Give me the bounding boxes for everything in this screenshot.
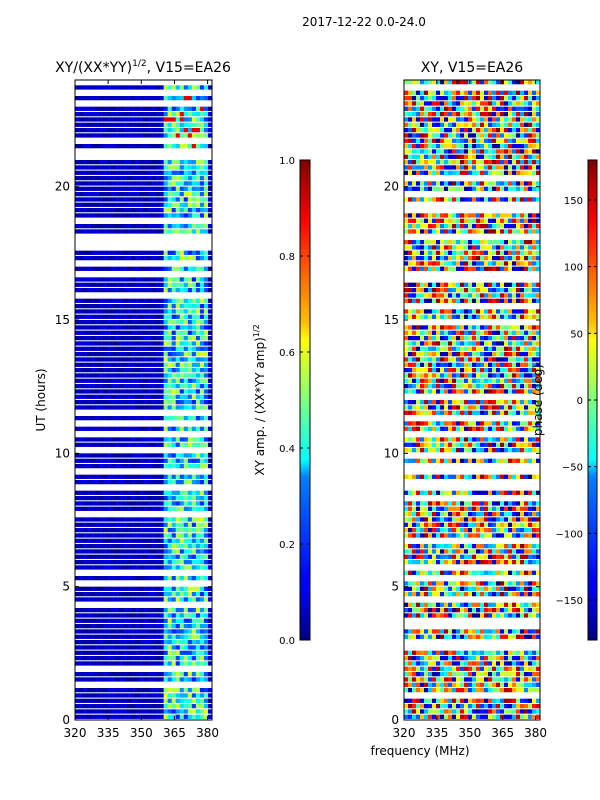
panel1-xtick-label: 320	[64, 726, 87, 740]
panel2-ytick-label: 5	[391, 580, 399, 594]
colorbar1	[299, 159, 311, 641]
panel1-xtick-label: 335	[97, 726, 120, 740]
colorbar1-tick-label: 0.6	[279, 348, 295, 359]
panel1-ytick-label: 20	[55, 180, 70, 194]
colorbar1-label: XY amp. / (XX*YY amp)1/2	[252, 324, 267, 475]
colorbar1-tick-label: 0.8	[279, 252, 295, 263]
colorbar2-tick-label: −100	[556, 529, 583, 540]
panel1-title-tail: , V15=EA26	[147, 60, 231, 76]
panel1-title: XY/(XX*YY)1/2, V15=EA26	[55, 59, 231, 76]
panel2-ytick-label: 0	[391, 713, 399, 727]
panel1-axes: 320 335 350 365 380 0 5 10 15 20	[55, 80, 219, 740]
colorbar2-tick-label: 100	[564, 263, 583, 274]
colorbar2-label: phase (deg)	[531, 364, 545, 436]
panel1-ytick-label: 5	[62, 580, 70, 594]
panel1-xtick-label: 365	[163, 726, 186, 740]
colorbar1-tick-label: 0.4	[279, 444, 295, 455]
panel1-title-main: XY/(XX*YY)	[55, 60, 132, 76]
panel2-axes: 320 335 350 365 380 0 5 10 15 20	[384, 80, 547, 740]
colorbar2-tick-label: 50	[570, 329, 583, 340]
colorbar1-tick-label: 0.2	[279, 540, 295, 551]
panel2-ytick-label: 20	[384, 180, 399, 194]
colorbar2-tick-label: 150	[564, 196, 583, 207]
figure-suptitle: 2017-12-22 0.0-24.0	[302, 15, 426, 29]
panel1-heatmap	[75, 85, 213, 719]
colorbar2-axis: −150 −100 −50 0 50 100 150	[556, 196, 597, 607]
panel1-ytick-label: 15	[55, 313, 70, 327]
panel2-xtick-label: 320	[393, 726, 416, 740]
panel2-xtick-label: 365	[491, 726, 514, 740]
panel2-xtick-label: 350	[458, 726, 481, 740]
panel1-ylabel: UT (hours)	[34, 368, 48, 431]
shared-xlabel: frequency (MHz)	[370, 744, 469, 758]
panel2-title: XY, V15=EA26	[421, 60, 523, 76]
panel2-ytick-label: 10	[384, 446, 399, 460]
panel1-title-exp: 1/2	[132, 59, 146, 69]
colorbar2-tick-label: −150	[556, 596, 583, 607]
panel2-frame	[403, 79, 541, 721]
panel1-xtick-label: 380	[196, 726, 219, 740]
panel2-xtick-label: 380	[524, 726, 547, 740]
panel2-heatmap	[404, 80, 541, 719]
colorbar1-tick-label: 0.0	[279, 636, 295, 647]
panel1-xtick-label: 350	[130, 726, 153, 740]
colorbar2-tick-label: 0	[577, 396, 583, 407]
colorbar1-label-exp: 1/2	[252, 324, 261, 337]
panel2-ytick-label: 15	[384, 313, 399, 327]
panel2-xtick-label: 335	[425, 726, 448, 740]
colorbar1-axis: 0.0 0.2 0.4 0.6 0.8 1.0	[279, 156, 310, 647]
colorbar1-tick-label: 1.0	[279, 156, 295, 167]
colorbar2-tick-label: −50	[562, 463, 583, 474]
panel1-ytick-label: 10	[55, 446, 70, 460]
colorbar1-label-main: XY amp. / (XX*YY amp)	[253, 337, 267, 475]
panel1-frame	[74, 79, 213, 721]
panel1-ytick-label: 0	[62, 713, 70, 727]
